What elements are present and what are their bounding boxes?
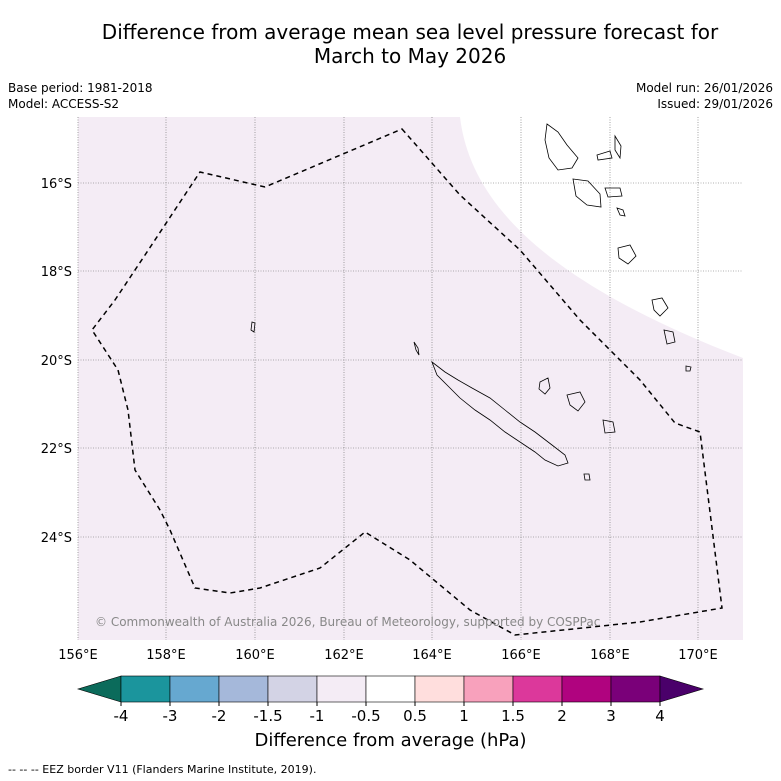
colorbar-tick-label: -1 — [310, 707, 325, 725]
colorbar-segment — [316, 675, 367, 703]
colorbar: -4 -3 -2 -1.5 -1 -0.5 0.5 1 1.5 2 3 4 — [76, 675, 705, 725]
base-period: Base period: 1981-2018 — [8, 81, 153, 95]
island-epi — [616, 207, 626, 217]
model-run: Model run: 26/01/2026 — [635, 81, 773, 95]
colorbar-tick-label: 0.5 — [403, 707, 427, 725]
model-name: Model: ACCESS-S2 — [8, 97, 120, 111]
neutral-anomaly-region — [460, 117, 743, 358]
island-loyalty-mare — [602, 419, 616, 434]
colorbar-tick-label: 3 — [606, 707, 616, 725]
lat-label: 20°S — [41, 354, 72, 369]
colorbar-segment — [169, 675, 220, 703]
colorbar-segment — [120, 675, 171, 703]
island-belep — [413, 341, 420, 356]
colorbar-extend-high — [659, 675, 705, 703]
colorbar-tick-label: 2 — [557, 707, 567, 725]
title-line-1: Difference from average mean sea level p… — [101, 20, 719, 44]
colorbar-tick-label: -1.5 — [253, 707, 282, 725]
lat-label: 24°S — [41, 531, 72, 546]
eez-legend-note: -- -- -- EEZ border V11 (Flanders Marine… — [8, 763, 317, 776]
island-ambae — [596, 150, 613, 161]
lat-label: 16°S — [41, 177, 72, 192]
island-erromango — [651, 297, 669, 317]
colorbar-segment — [414, 675, 465, 703]
colorbar-tick-label: -2 — [212, 707, 227, 725]
island-pentecost — [614, 134, 622, 160]
island-chesterfield — [250, 321, 256, 333]
island-efate — [617, 244, 637, 265]
island-ambrym — [604, 187, 623, 198]
latitude-labels: 16°S 18°S 20°S 22°S 24°S — [41, 177, 72, 546]
island-aneityum — [685, 365, 692, 372]
colorbar-tick-label: -3 — [163, 707, 178, 725]
map-panel — [78, 117, 743, 640]
island-new-caledonia — [431, 360, 569, 467]
issued-date: Issued: 29/01/2026 — [657, 97, 773, 111]
colorbar-tick-label: 1.5 — [501, 707, 525, 725]
meta-right: Model run: 26/01/2026 Issued: 29/01/2026 — [636, 80, 773, 112]
colorbar-tick-label: 1 — [459, 707, 469, 725]
lon-label: 170°E — [678, 648, 718, 663]
island-loyalty-ouvea — [538, 377, 551, 395]
colorbar-tick-label: -4 — [114, 707, 129, 725]
copyright-notice: © Commonwealth of Australia 2026, Bureau… — [95, 615, 600, 629]
island-loyalty-lifou — [566, 391, 586, 412]
lon-label: 158°E — [146, 648, 186, 663]
islands — [250, 123, 692, 481]
colorbar-segment — [561, 675, 612, 703]
lat-label: 22°S — [41, 442, 72, 457]
lon-label: 156°E — [58, 648, 98, 663]
island-malekula — [572, 178, 602, 208]
title-line-2: March to May 2026 — [313, 44, 507, 68]
colorbar-segment — [267, 675, 318, 703]
island-isle-of-pines — [583, 473, 591, 481]
colorbar-tick-label: 4 — [655, 707, 665, 725]
lon-label: 166°E — [501, 648, 541, 663]
island-espiritu-santo — [544, 123, 579, 171]
colorbar-segment — [365, 675, 416, 703]
colorbar-segment — [218, 675, 269, 703]
lat-label: 18°S — [41, 265, 72, 280]
longitude-labels: 156°E 158°E 160°E 162°E 164°E 166°E 168°… — [58, 648, 718, 663]
colorbar-segment — [512, 675, 563, 703]
lon-label: 168°E — [590, 648, 630, 663]
colorbar-title: Difference from average (hPa) — [254, 730, 527, 751]
gridlines — [77, 117, 743, 640]
island-tanna — [663, 329, 676, 345]
lon-label: 164°E — [412, 648, 452, 663]
meta-left: Base period: 1981-2018 Model: ACCESS-S2 — [8, 80, 153, 112]
colorbar-segment — [610, 675, 661, 703]
lon-label: 162°E — [324, 648, 364, 663]
colorbar-tick-label: -0.5 — [351, 707, 380, 725]
colorbar-segment — [463, 675, 514, 703]
colorbar-extend-low — [76, 675, 122, 703]
chart-title: Difference from average mean sea level p… — [40, 20, 780, 68]
lon-label: 160°E — [235, 648, 275, 663]
